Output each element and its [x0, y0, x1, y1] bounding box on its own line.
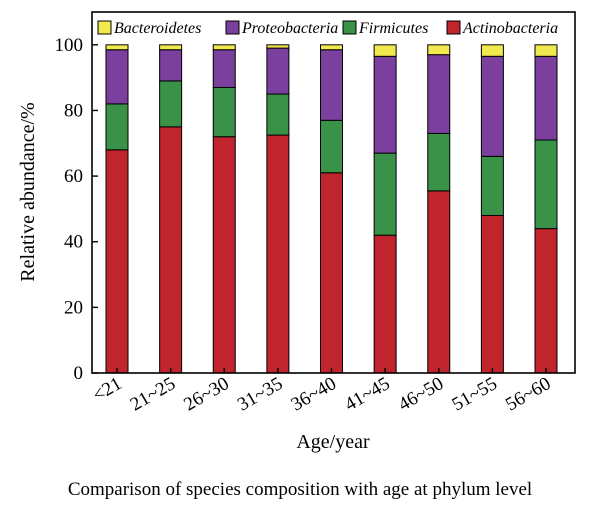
bar-proteobacteria-5 [320, 49, 343, 121]
bar-bacteroidetes-2 [159, 44, 183, 51]
bar-bacteroidetes-3 [212, 44, 236, 51]
y-tick-label-60: 60 [64, 166, 83, 187]
legend-swatch-firmicutes [342, 20, 357, 35]
bar-bacteroidetes-1 [105, 44, 129, 51]
bar-actinobacteria-4 [266, 134, 290, 374]
x-tick-label-8: 51~55 [449, 373, 501, 415]
bar-proteobacteria-8 [480, 55, 504, 157]
x-tick-label-6: 41~45 [341, 373, 393, 415]
x-axis-title: Age/year [296, 431, 370, 453]
bar-actinobacteria-1 [105, 149, 129, 374]
legend-label-actinobacteria: Actinobacteria [462, 20, 558, 37]
legend-label-firmicutes: Firmicutes [358, 20, 428, 37]
bar-actinobacteria-2 [159, 126, 183, 374]
bar-proteobacteria-3 [212, 49, 236, 88]
legend: Bacteroidetes Proteobacteria Firmicutes Act… [97, 20, 558, 37]
bar-actinobacteria-7 [427, 190, 451, 374]
bar-firmicutes-7 [427, 132, 451, 192]
x-tick-label-3: 26~30 [180, 373, 232, 415]
y-tick-label-0: 0 [74, 363, 84, 384]
plot-frame [91, 11, 576, 374]
legend-swatch-bacteroidetes [97, 20, 112, 35]
bar-bacteroidetes-9 [534, 44, 558, 57]
legend-swatch-proteobacteria [225, 20, 240, 35]
x-tick-label-9: 56~60 [502, 373, 554, 415]
y-tick-label-20: 20 [64, 297, 83, 318]
bar-proteobacteria-7 [427, 54, 451, 134]
legend-label-bacteroidetes: Bacteroidetes [114, 20, 201, 37]
figure-caption: Comparison of species composition with a… [68, 479, 532, 500]
bar-firmicutes-8 [480, 155, 504, 216]
bar-proteobacteria-4 [266, 47, 290, 95]
y-axis: 0 20 40 60 80 100 [55, 35, 98, 384]
bar-bacteroidetes-7 [427, 44, 451, 56]
bar-proteobacteria-2 [159, 49, 183, 82]
y-axis-title: Relative abundance/% [17, 102, 39, 281]
bar-firmicutes-2 [159, 80, 183, 128]
bars-layer [105, 44, 558, 374]
bar-actinobacteria-5 [320, 172, 343, 374]
legend-label-proteobacteria: Proteobacteria [241, 20, 338, 37]
x-tick-label-5: 36~40 [288, 373, 340, 415]
bar-actinobacteria-8 [480, 214, 504, 374]
bar-actinobacteria-3 [212, 136, 236, 374]
x-tick-label-7: 46~50 [395, 373, 447, 415]
bar-bacteroidetes-5 [320, 44, 343, 51]
bar-actinobacteria-9 [534, 228, 558, 374]
y-tick-label-100: 100 [55, 35, 84, 56]
bar-actinobacteria-6 [373, 234, 397, 374]
bar-proteobacteria-9 [534, 55, 558, 141]
bar-proteobacteria-1 [105, 49, 129, 105]
y-tick-label-40: 40 [64, 232, 83, 253]
bar-firmicutes-4 [266, 93, 290, 136]
bar-bacteroidetes-8 [480, 44, 504, 57]
bar-bacteroidetes-6 [373, 44, 397, 57]
bar-bacteroidetes-4 [266, 44, 290, 49]
bar-firmicutes-6 [373, 152, 397, 236]
bar-firmicutes-5 [320, 119, 343, 174]
y-tick-label-80: 80 [64, 100, 83, 121]
x-tick-label-1: <21 [89, 373, 125, 406]
bar-firmicutes-9 [534, 139, 558, 230]
x-tick-label-4: 31~35 [234, 373, 286, 415]
x-tick-label-2: 21~25 [127, 373, 179, 415]
x-axis: <21 21~25 26~30 31~35 36~40 41~45 46~50 51~55 56… [89, 368, 555, 415]
bar-firmicutes-1 [105, 103, 129, 151]
bar-proteobacteria-6 [373, 55, 397, 154]
bar-firmicutes-3 [212, 86, 236, 138]
legend-swatch-actinobacteria [446, 20, 461, 35]
